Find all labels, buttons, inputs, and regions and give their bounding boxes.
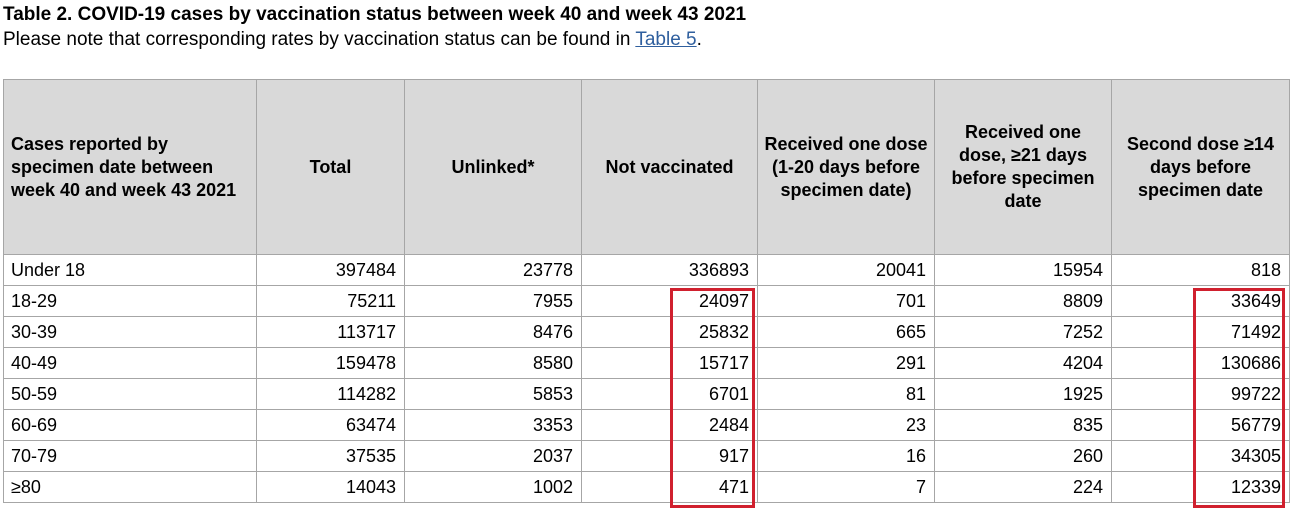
table-note: Please note that corresponding rates by …: [3, 29, 702, 51]
cell-one-dose-1-20: 291: [757, 347, 935, 379]
cell-one-dose-1-20: 701: [757, 285, 935, 317]
cases-table: Cases reported by specimen date between …: [3, 79, 1290, 503]
cell-not-vaccinated: 15717: [581, 347, 758, 379]
cell-one-dose-21: 260: [934, 440, 1112, 472]
cell-total: 114282: [256, 378, 405, 410]
cell-not-vaccinated: 471: [581, 471, 758, 503]
cell-total: 159478: [256, 347, 405, 379]
cell-total: 113717: [256, 316, 405, 348]
header-cell-period: Cases reported by specimen date between …: [3, 79, 257, 255]
note-suffix: .: [696, 29, 702, 50]
table-title: Table 2. COVID-19 cases by vaccination s…: [3, 4, 747, 25]
cell-age: 70-79: [3, 440, 257, 472]
table-row: 50-59 114282 5853 6701 81 1925 99722: [3, 378, 1290, 410]
cell-age: Under 18: [3, 254, 257, 286]
cell-one-dose-1-20: 20041: [757, 254, 935, 286]
header-cell-not-vaccinated: Not vaccinated: [581, 79, 758, 255]
cell-age: 18-29: [3, 285, 257, 317]
cell-unlinked: 5853: [404, 378, 582, 410]
cell-second-dose: 71492: [1111, 316, 1290, 348]
cell-unlinked: 2037: [404, 440, 582, 472]
cell-second-dose: 34305: [1111, 440, 1290, 472]
cell-total: 37535: [256, 440, 405, 472]
cell-one-dose-1-20: 7: [757, 471, 935, 503]
table-row: 60-69 63474 3353 2484 23 835 56779: [3, 409, 1290, 441]
cell-second-dose: 818: [1111, 254, 1290, 286]
header-row: Cases reported by specimen date between …: [3, 79, 1290, 255]
cell-not-vaccinated: 6701: [581, 378, 758, 410]
cell-not-vaccinated: 917: [581, 440, 758, 472]
cell-age: 60-69: [3, 409, 257, 441]
cell-age: 30-39: [3, 316, 257, 348]
header-cell-unlinked: Unlinked*: [404, 79, 582, 255]
cell-one-dose-21: 835: [934, 409, 1112, 441]
table-row: 40-49 159478 8580 15717 291 4204 130686: [3, 347, 1290, 379]
cell-not-vaccinated: 2484: [581, 409, 758, 441]
cell-age: 40-49: [3, 347, 257, 379]
cell-unlinked: 1002: [404, 471, 582, 503]
cell-one-dose-21: 224: [934, 471, 1112, 503]
table-5-link[interactable]: Table 5: [635, 29, 697, 50]
cell-unlinked: 23778: [404, 254, 582, 286]
cell-not-vaccinated: 24097: [581, 285, 758, 317]
table-row: 30-39 113717 8476 25832 665 7252 71492: [3, 316, 1290, 348]
table-row: 18-29 75211 7955 24097 701 8809 33649: [3, 285, 1290, 317]
table-row: ≥80 14043 1002 471 7 224 12339: [3, 471, 1290, 503]
cell-total: 63474: [256, 409, 405, 441]
header-cell-one-dose-1-20: Received one dose (1-20 days before spec…: [757, 79, 935, 255]
cell-age: ≥80: [3, 471, 257, 503]
cell-one-dose-1-20: 16: [757, 440, 935, 472]
note-prefix: Please note that corresponding rates by …: [3, 29, 636, 50]
cell-unlinked: 8580: [404, 347, 582, 379]
cell-unlinked: 3353: [404, 409, 582, 441]
cell-second-dose: 130686: [1111, 347, 1290, 379]
cell-second-dose: 12339: [1111, 471, 1290, 503]
cell-one-dose-21: 4204: [934, 347, 1112, 379]
cell-one-dose-1-20: 665: [757, 316, 935, 348]
cell-total: 14043: [256, 471, 405, 503]
cell-one-dose-21: 8809: [934, 285, 1112, 317]
cell-not-vaccinated: 336893: [581, 254, 758, 286]
cell-one-dose-1-20: 81: [757, 378, 935, 410]
header-cell-one-dose-21: Received one dose, ≥21 days before speci…: [934, 79, 1112, 255]
cell-not-vaccinated: 25832: [581, 316, 758, 348]
table-row: 70-79 37535 2037 917 16 260 34305: [3, 440, 1290, 472]
header-cell-total: Total: [256, 79, 405, 255]
cell-one-dose-21: 7252: [934, 316, 1112, 348]
cell-age: 50-59: [3, 378, 257, 410]
cell-unlinked: 8476: [404, 316, 582, 348]
cell-one-dose-1-20: 23: [757, 409, 935, 441]
cell-second-dose: 56779: [1111, 409, 1290, 441]
header-cell-second-dose: Second dose ≥14 days before specimen dat…: [1111, 79, 1290, 255]
cell-unlinked: 7955: [404, 285, 582, 317]
cell-second-dose: 33649: [1111, 285, 1290, 317]
cell-total: 397484: [256, 254, 405, 286]
table-row: Under 18 397484 23778 336893 20041 15954 818: [3, 254, 1290, 286]
cell-one-dose-21: 1925: [934, 378, 1112, 410]
cell-total: 75211: [256, 285, 405, 317]
cell-second-dose: 99722: [1111, 378, 1290, 410]
cell-one-dose-21: 15954: [934, 254, 1112, 286]
